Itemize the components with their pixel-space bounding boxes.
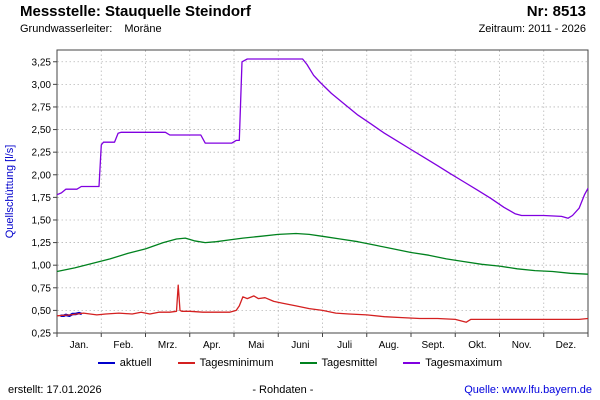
station-title: Messstelle: Stauquelle Steindorf [20,3,251,20]
legend-item-Tagesmaximum: Tagesmaximum [403,357,502,369]
y-tick-label: 2,50 [32,125,52,136]
x-tick-label: Jan. [70,340,89,351]
y-tick-label: 0,25 [32,329,52,340]
y-tick-label: 2,75 [32,102,52,113]
y-tick-label: 1,50 [32,215,52,226]
x-tick-label: Mai [248,340,264,351]
x-tick-label: Juni [291,340,309,351]
chart-legend: aktuell Tagesminimum Tagesmittel Tagesmaxim… [0,357,600,369]
x-tick-label: Aug. [379,340,400,351]
raw-data-label: - Rohdaten - [252,384,314,396]
aquifer-label: Grundwasserleiter: [20,23,113,35]
series-Tagesmittel [56,232,589,275]
series-Tagesmaximum [56,58,589,219]
x-tick-label: Sept. [421,340,444,351]
y-tick-label: 2,25 [32,148,52,159]
legend-item-Tagesmittel: Tagesmittel [299,357,378,369]
source-link[interactable]: Quelle: www.lfu.bayern.de [464,384,592,396]
created-date: erstellt: 17.01.2026 [8,384,102,396]
station-number: Nr: 8513 [526,3,586,20]
footer: erstellt: 17.01.2026 - Rohdaten - Quelle… [8,384,592,396]
y-axis-title: Quellschüttung [l/s] [4,145,16,239]
header: Messstelle: Stauquelle Steindorf Nr: 851… [20,3,586,35]
y-tick-label: 1,00 [32,261,52,272]
legend-label: Tagesmittel [321,357,378,369]
x-tick-label: Okt. [468,340,486,351]
legend-label: Tagesminimum [199,357,274,369]
legend-swatch [299,362,317,364]
y-tick-label: 2,00 [32,170,52,181]
y-tick-label: 0,75 [32,283,52,294]
x-tick-label: Apr. [203,340,221,351]
y-tick-label: 0,50 [32,306,52,317]
chart-svg: 0,25 0,50 0,75 1,00 1,25 1,50 1,75 2,00 2,25 2,50… [4,49,589,351]
y-tick-label: 3,25 [32,57,52,68]
legend-swatch [97,362,115,364]
x-tick-label: Dez. [556,340,577,351]
aquifer-value: Moräne [124,23,162,35]
legend-item-Tagesminimum: Tagesminimum [177,357,274,369]
x-tick-label: Nov. [512,340,532,351]
legend-item-aktuell: aktuell [97,357,152,369]
y-tick-label: 3,00 [32,80,52,91]
period: Zeitraum: 2011 - 2026 [478,23,586,35]
legend-swatch [177,362,195,364]
y-tick-label: 1,75 [32,193,52,204]
series-Tagesminimum [56,284,589,323]
legend-label: Tagesmaximum [425,357,503,369]
aquifer: Grundwasserleiter: Moräne [20,23,162,35]
y-tick-label: 1,25 [32,238,52,249]
x-tick-label: Juli [337,340,352,351]
x-tick-label: Feb. [113,340,133,351]
x-tick-label: Mrz. [158,340,177,351]
legend-label: aktuell [119,357,152,369]
legend-swatch [403,362,421,364]
